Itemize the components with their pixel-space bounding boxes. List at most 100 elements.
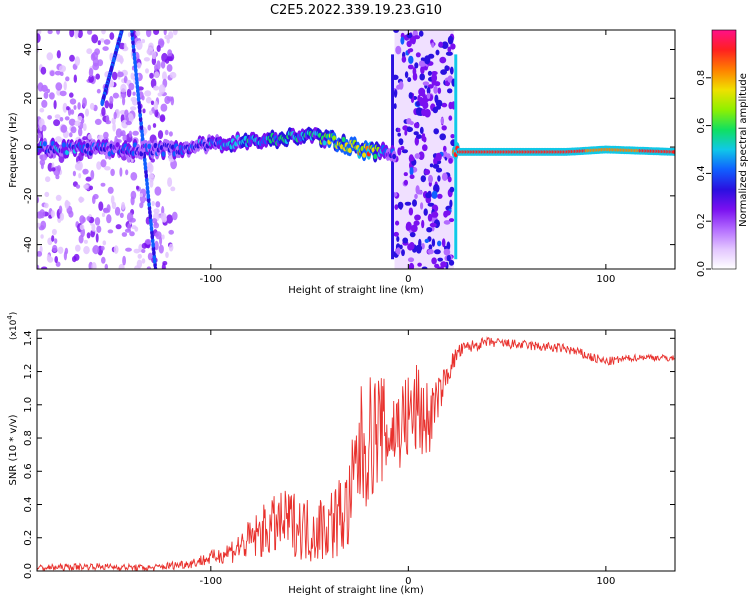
spectrogram-cell (64, 116, 70, 121)
spectrogram-cell (100, 100, 104, 107)
spectrogram-cell (427, 249, 434, 255)
spectrogram-ytick-label: -40 (23, 236, 34, 252)
spectrogram-cell (448, 259, 455, 266)
spectrogram-cell (159, 114, 166, 123)
spectrogram-cell (76, 160, 83, 171)
spectrogram-cell (415, 244, 423, 252)
spectrogram-ridge-cell (115, 142, 120, 148)
spectrogram-cell (86, 48, 93, 55)
spectrogram-ridge-cell (332, 135, 337, 141)
spectrogram-cell (107, 229, 114, 234)
spectrogram-cell (167, 177, 173, 188)
spectrogram-ridge-cell (61, 142, 66, 148)
spectrogram-cell (404, 201, 412, 206)
spectrogram-cell (129, 217, 136, 223)
spectrogram-cell (122, 134, 128, 142)
spectrogram-cell (446, 153, 451, 159)
spectrogram-cell (70, 109, 75, 115)
spectrogram-cell (77, 102, 81, 110)
spectrogram-cell (429, 222, 437, 228)
spectrogram-cell (397, 147, 402, 156)
spectrogram-ytick-label: 20 (23, 92, 34, 105)
spectrogram-cell (421, 108, 427, 117)
spectrogram-cell (137, 253, 142, 259)
spectrogram-cell (130, 190, 137, 200)
spectrogram-cell (419, 126, 424, 134)
spectrogram-cell (406, 40, 412, 48)
spectrogram-cell (126, 156, 132, 163)
spectrogram-cell (145, 96, 152, 104)
spectrogram-cell (102, 46, 109, 51)
spectrogram-ridge-cell (65, 149, 69, 156)
spectrogram-cell (47, 115, 52, 120)
spectrogram-cell (54, 256, 58, 263)
colorbar-label: Normalized spectral amplitude (738, 73, 749, 227)
spectrogram-cell (64, 247, 69, 255)
spectrogram-cell (434, 94, 439, 104)
spectrogram-axes: -100 0 100 40 20 0 -20 -40 (23, 30, 675, 285)
spectrogram-cell (398, 81, 404, 90)
colorbar-scale (711, 29, 737, 270)
spectrogram-cell (164, 129, 169, 136)
spectrogram-cell (129, 231, 135, 237)
spectrogram-cell (433, 85, 438, 94)
spectrogram-cell (154, 71, 160, 78)
spectrogram-cell (141, 39, 146, 44)
spectrogram-cell (409, 242, 415, 250)
spectrogram-cell (448, 158, 453, 164)
spectrogram-cell (51, 167, 56, 172)
spectrogram-cell (139, 202, 144, 209)
spectrogram-ridge-cell (347, 147, 352, 153)
spectrogram-cell (408, 207, 414, 216)
spectrogram-ytick-label: -20 (23, 188, 34, 204)
spectrogram-cell (434, 263, 440, 269)
snr-ytick-label: 0.4 (23, 497, 34, 513)
spectrogram-cell (429, 163, 434, 168)
spectrogram-cell (56, 50, 61, 59)
spectrogram-cell (433, 157, 438, 166)
spectrogram-cell (443, 248, 451, 256)
spectrogram-cell (128, 130, 133, 138)
spectrogram-cell (416, 134, 422, 140)
spectrogram-cell (114, 206, 121, 216)
spectrogram-cell (94, 118, 102, 125)
spectrogram-cell (147, 124, 152, 131)
spectrogram-cell (420, 66, 425, 74)
spectrogram-cell (400, 36, 405, 45)
spectrogram-cell (407, 77, 412, 83)
spectrogram-cell (406, 126, 412, 132)
spectrogram-cell (428, 244, 433, 251)
spectrogram-cell (431, 257, 437, 265)
spectrogram-cell (407, 257, 415, 263)
spectrogram-cell (401, 249, 405, 257)
spectrogram-cell (427, 213, 433, 222)
snr-ytick-label: 0.2 (23, 530, 34, 546)
figure-title: C2E5.2022.339.19.23.G10 (270, 3, 442, 18)
spectrogram-cell (37, 222, 41, 228)
spectrogram-ridge-cell (42, 141, 47, 147)
spectrogram-cell (402, 237, 409, 244)
snr-panel: -100 0 100 0.0 0.2 0.4 0.6 0.8 1.0 1.2 1.4 Height … (6, 312, 676, 596)
spectrogram-cell (146, 30, 152, 38)
spectrogram-cell (43, 202, 49, 209)
spectrogram-cell (110, 195, 115, 205)
spectrogram-cell (125, 247, 132, 252)
spectrogram-cell (87, 134, 93, 140)
spectrogram-cell (54, 238, 58, 244)
spectrogram-cell (119, 55, 124, 65)
spectrogram-cell (448, 218, 455, 223)
spectrogram-cell (431, 238, 436, 247)
spectrogram-cell (447, 176, 452, 183)
spectrogram-frame (36, 29, 676, 270)
spectrogram-cell (74, 30, 79, 39)
spectrogram-cell (153, 222, 160, 229)
spectrogram-cell (427, 70, 432, 76)
spectrogram-cell (172, 30, 178, 36)
spectrogram-cell (403, 179, 408, 186)
spectrogram-cell (422, 96, 429, 104)
colorbar-axes: 0.0 0.2 0.4 0.6 0.8 (696, 70, 711, 277)
colorbar-tick-label: 0.2 (696, 213, 707, 229)
spectrogram-ylabel: Frequency (Hz) (8, 112, 19, 188)
snr-ylabel: SNR (10 * v/v) (8, 414, 19, 485)
snr-xtick-label: -100 (199, 576, 222, 587)
